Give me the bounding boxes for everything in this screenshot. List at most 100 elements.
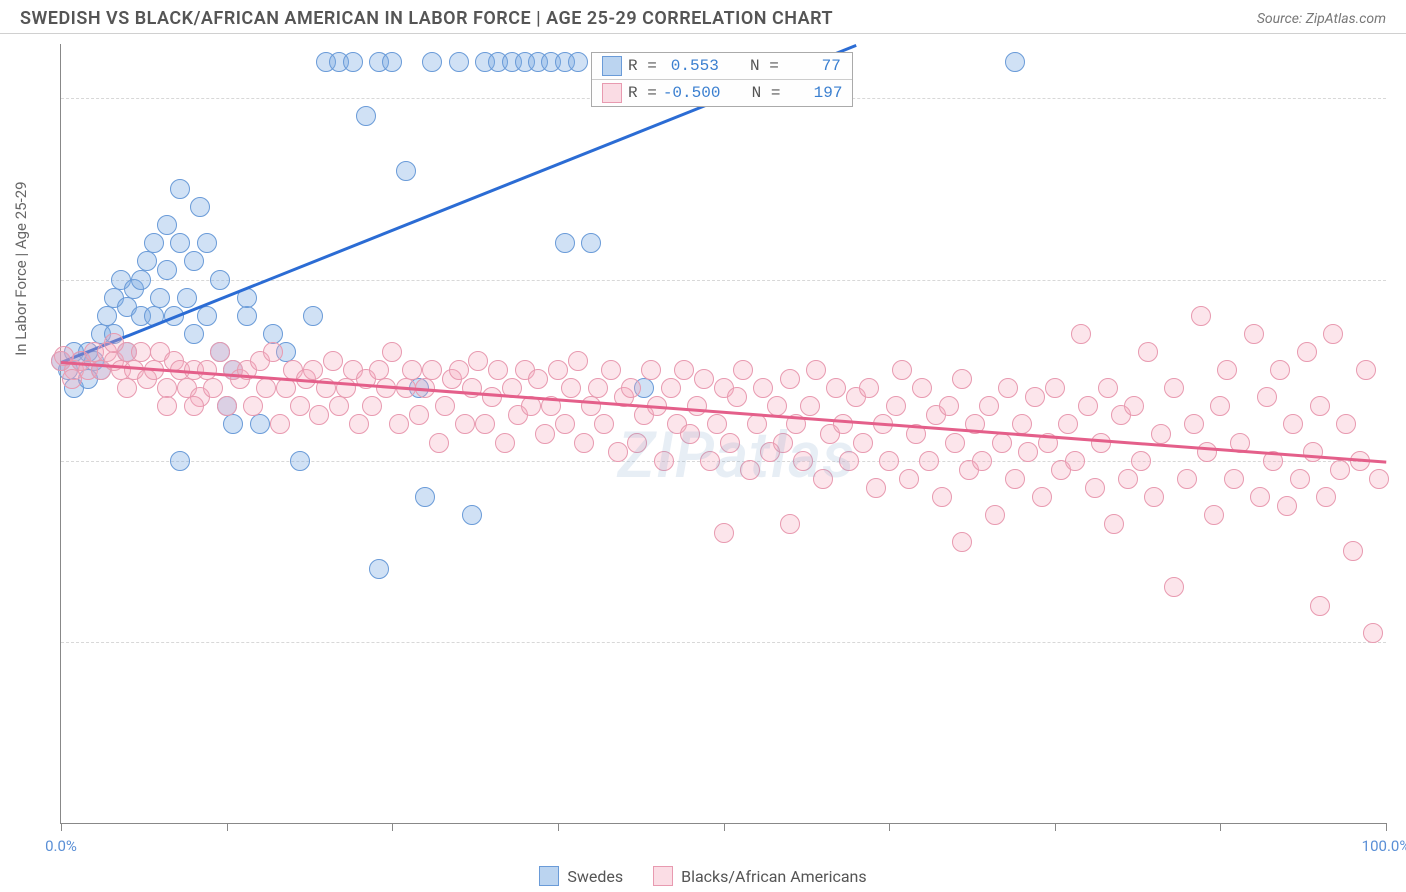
data-point — [1323, 324, 1343, 344]
data-point — [1005, 52, 1025, 72]
data-point — [488, 360, 508, 380]
data-point — [1118, 469, 1138, 489]
data-point — [594, 414, 614, 434]
data-point — [588, 378, 608, 398]
data-point — [1290, 469, 1310, 489]
xtick — [227, 823, 228, 831]
data-point — [773, 433, 793, 453]
data-point — [462, 378, 482, 398]
data-point — [661, 378, 681, 398]
data-point — [1078, 396, 1098, 416]
ytick-label: 100.0% — [1396, 89, 1406, 107]
gridline — [61, 642, 1386, 643]
data-point — [680, 424, 700, 444]
data-point — [184, 251, 204, 271]
data-point — [1104, 514, 1124, 534]
data-point — [449, 52, 469, 72]
data-point — [343, 52, 363, 72]
data-point — [753, 378, 773, 398]
data-point — [528, 369, 548, 389]
xtick — [392, 823, 393, 831]
data-point — [1297, 342, 1317, 362]
data-point — [1124, 396, 1144, 416]
data-point — [574, 433, 594, 453]
data-point — [1085, 478, 1105, 498]
data-point — [1303, 442, 1323, 462]
data-point — [535, 424, 555, 444]
data-point — [184, 396, 204, 416]
data-point — [879, 451, 899, 471]
data-point — [1191, 306, 1211, 326]
data-point — [243, 396, 263, 416]
data-point — [747, 414, 767, 434]
data-point — [866, 478, 886, 498]
plot-area: 70.0%80.0%90.0%100.0%0.0%100.0% — [61, 44, 1386, 823]
data-point — [1270, 360, 1290, 380]
xtick — [558, 823, 559, 831]
data-point — [839, 451, 859, 471]
swatch-pink-icon — [602, 83, 622, 103]
data-point — [117, 378, 137, 398]
scatter-chart: In Labor Force | Age 25-29 70.0%80.0%90.… — [60, 44, 1386, 824]
data-point — [859, 378, 879, 398]
swatch-blue-icon — [539, 866, 559, 886]
data-point — [674, 360, 694, 380]
r-value-blacks: -0.500 — [663, 84, 721, 102]
data-point — [1065, 451, 1085, 471]
data-point — [455, 414, 475, 434]
data-point — [1091, 433, 1111, 453]
data-point — [237, 306, 257, 326]
data-point — [608, 442, 628, 462]
data-point — [303, 306, 323, 326]
data-point — [694, 369, 714, 389]
data-point — [1336, 414, 1356, 434]
data-point — [256, 378, 276, 398]
data-point — [793, 451, 813, 471]
data-point — [654, 451, 674, 471]
data-point — [389, 414, 409, 434]
xtick — [61, 823, 62, 831]
data-point — [290, 451, 310, 471]
y-axis-label: In Labor Force | Age 25-29 — [12, 181, 30, 355]
data-point — [892, 360, 912, 380]
data-point — [780, 514, 800, 534]
data-point — [979, 396, 999, 416]
data-point — [985, 505, 1005, 525]
data-point — [555, 233, 575, 253]
legend-label-swedes: Swedes — [567, 867, 623, 886]
data-point — [362, 396, 382, 416]
data-point — [561, 378, 581, 398]
swatch-blue-icon — [602, 56, 622, 76]
data-point — [217, 396, 237, 416]
data-point — [733, 360, 753, 380]
data-point — [1184, 414, 1204, 434]
data-point — [1257, 387, 1277, 407]
data-point — [548, 360, 568, 380]
data-point — [170, 179, 190, 199]
data-point — [1244, 324, 1264, 344]
data-point — [104, 333, 124, 353]
data-point — [435, 396, 455, 416]
stats-row-blacks: R = -0.500 N = 197 — [592, 79, 852, 106]
data-point — [309, 405, 329, 425]
n-value-swedes: 77 — [785, 57, 841, 75]
data-point — [323, 351, 343, 371]
data-point — [396, 161, 416, 181]
data-point — [1131, 451, 1151, 471]
data-point — [1071, 324, 1091, 344]
data-point — [886, 396, 906, 416]
data-point — [276, 378, 296, 398]
data-point — [356, 106, 376, 126]
data-point — [382, 342, 402, 362]
data-point — [992, 433, 1012, 453]
data-point — [919, 451, 939, 471]
data-point — [601, 360, 621, 380]
data-point — [422, 52, 442, 72]
data-point — [468, 351, 488, 371]
legend-label-blacks: Blacks/African Americans — [681, 867, 867, 886]
n-label: N = — [752, 84, 781, 102]
data-point — [250, 414, 270, 434]
data-point — [144, 233, 164, 253]
data-point — [1277, 496, 1297, 516]
data-point — [1144, 487, 1164, 507]
